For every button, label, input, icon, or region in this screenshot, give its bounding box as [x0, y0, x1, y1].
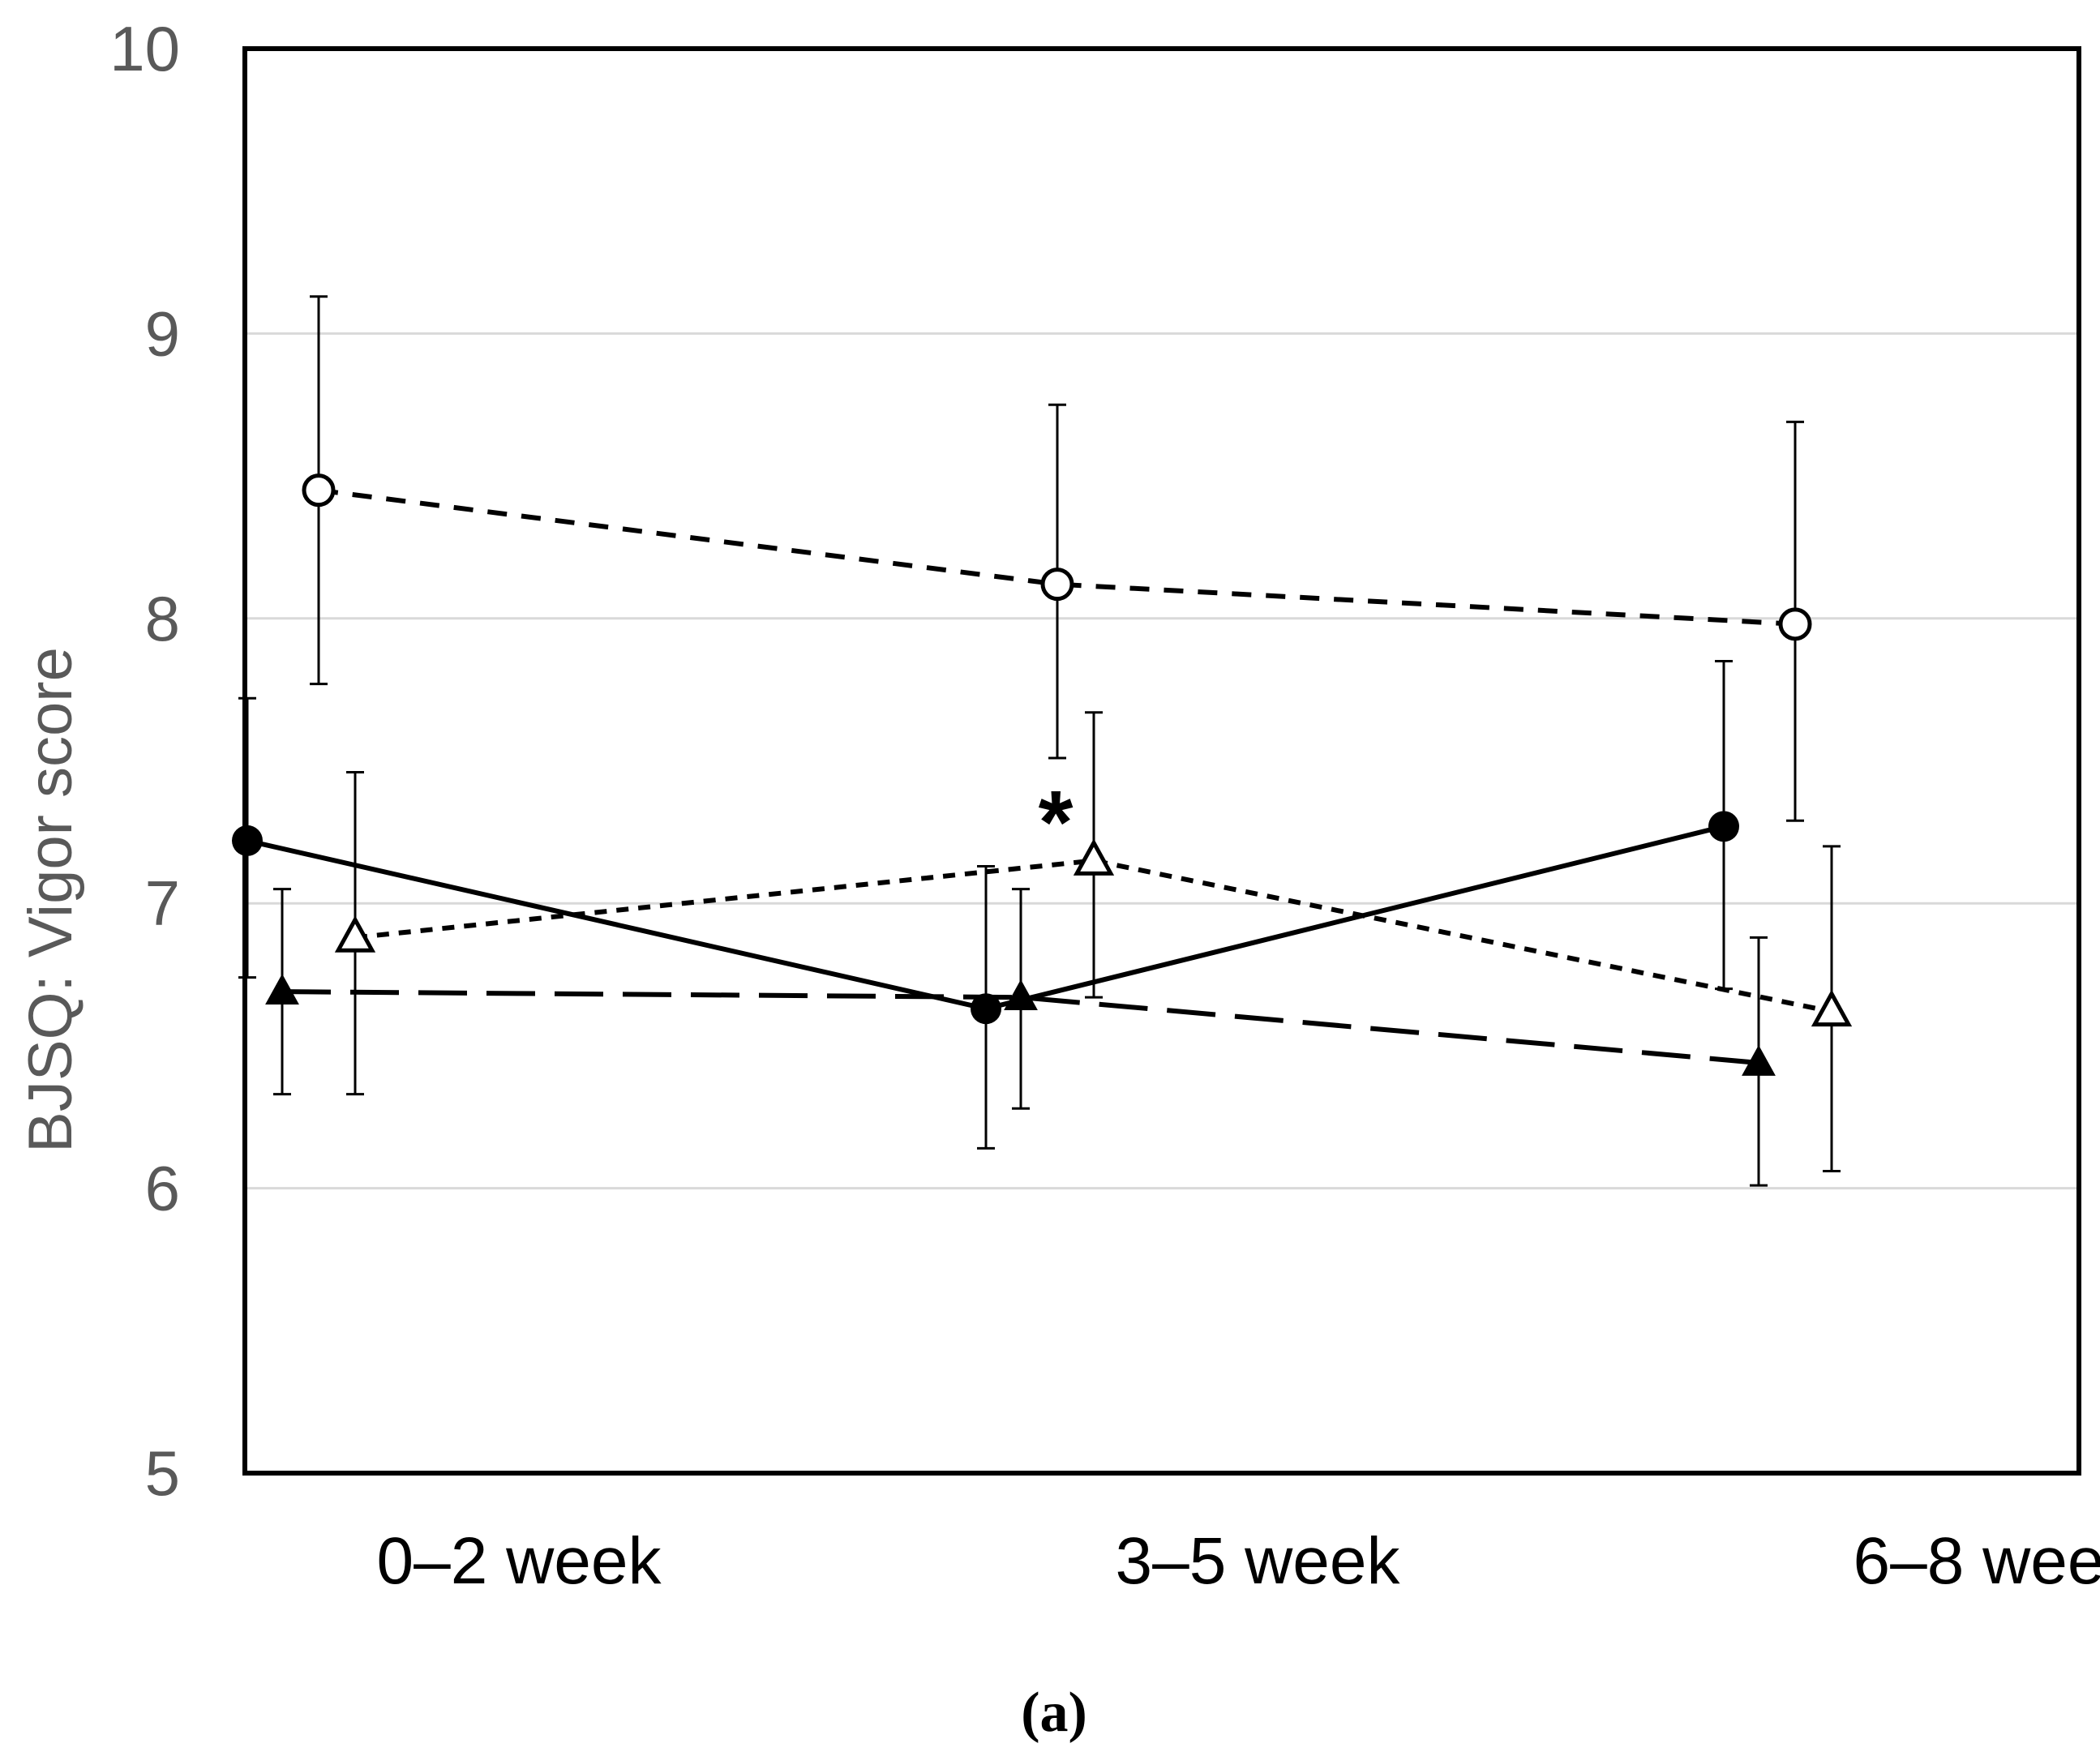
y-tick-label-5: 5: [145, 1437, 180, 1509]
x-category-label-1: 0–2 week: [376, 1524, 662, 1598]
x-category-labels: 0–2 week 3–5 week 6–8 week: [376, 1524, 2100, 1598]
figure-caption: (a): [1021, 1681, 1087, 1744]
error-bars: [238, 295, 1841, 1187]
significance-asterisk: *: [1039, 773, 1074, 872]
series-1-point-3: [1708, 811, 1739, 842]
series-2-line: [281, 989, 1759, 1065]
series-3-point-2: [1040, 568, 1074, 602]
series-4-point-1: [334, 915, 376, 953]
series-4-point-2: [1073, 838, 1115, 876]
series-4-line: [354, 858, 1832, 1014]
y-axis-label: BJSQ: Vigor score: [16, 647, 85, 1153]
y-tick-label-6: 6: [145, 1153, 180, 1224]
y-tick-label-9: 9: [145, 298, 180, 369]
plot-frame: [242, 46, 2081, 1476]
y-tick-label-8: 8: [145, 583, 180, 654]
series-3-line: [318, 487, 1796, 627]
series-3-point-1: [302, 473, 336, 508]
series-2-point-3: [1742, 1044, 1776, 1076]
series-1-point-2: [971, 993, 1001, 1025]
x-category-label-2: 3–5 week: [1115, 1524, 1400, 1598]
y-tick-labels: 5 6 7 8 9 10: [109, 13, 180, 1509]
series-2-point-1: [265, 974, 299, 1005]
data-markers: [232, 473, 1853, 1076]
series-2-point-2: [1004, 979, 1038, 1011]
gridlines: [245, 332, 2079, 1190]
series-4-point-3: [1811, 989, 1853, 1027]
y-tick-label-7: 7: [145, 867, 180, 939]
y-tick-label-10: 10: [109, 13, 180, 84]
series-3-point-3: [1778, 607, 1812, 641]
x-category-label-3: 6–8 week: [1853, 1524, 2100, 1598]
